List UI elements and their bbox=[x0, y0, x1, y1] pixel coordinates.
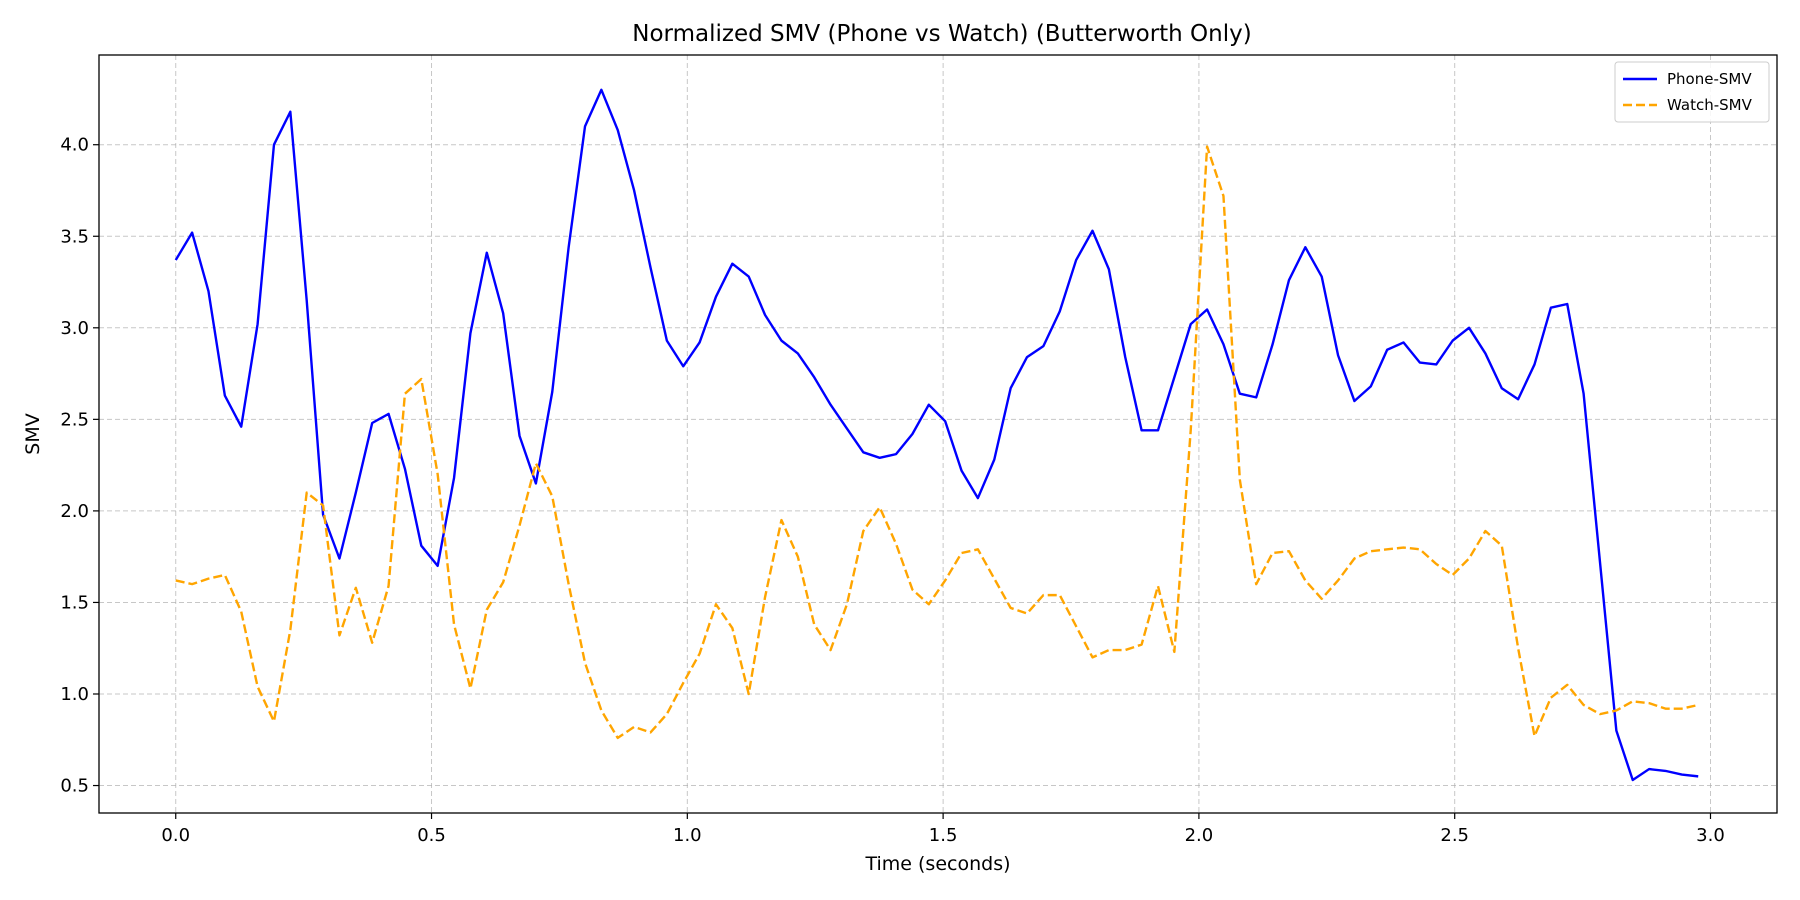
x-tick-label: 3.0 bbox=[1696, 825, 1725, 846]
chart-title: Normalized SMV (Phone vs Watch) (Butterw… bbox=[632, 21, 1251, 47]
x-tick-label: 1.5 bbox=[929, 825, 958, 846]
y-tick-label: 4.0 bbox=[60, 135, 89, 156]
y-tick-label: 2.0 bbox=[60, 501, 89, 522]
y-tick-label: 0.5 bbox=[60, 776, 89, 797]
grid-lines bbox=[99, 55, 1777, 813]
y-axis: 0.5 1.0 1.5 2.0 2.5 3.0 3.5 4.0 bbox=[60, 135, 99, 797]
x-tick-label: 2.5 bbox=[1440, 825, 1469, 846]
legend-label: Watch-SMV bbox=[1667, 96, 1753, 114]
y-tick-label: 3.0 bbox=[60, 318, 89, 339]
data-series bbox=[174, 88, 1699, 782]
legend-box bbox=[1614, 61, 1770, 123]
x-tick-label: 2.0 bbox=[1185, 825, 1214, 846]
series-line-watch-smv bbox=[175, 145, 1699, 740]
x-axis: 0.0 0.5 1.0 1.5 2.0 2.5 3.0 bbox=[161, 813, 1725, 846]
y-tick-label: 1.5 bbox=[60, 592, 89, 613]
y-axis-title: SMV bbox=[22, 413, 44, 454]
y-tick-label: 2.5 bbox=[60, 409, 89, 430]
x-tick-label: 1.0 bbox=[673, 825, 702, 846]
x-axis-title: Time (seconds) bbox=[864, 853, 1010, 875]
legend: Phone-SMV Watch-SMV bbox=[1614, 61, 1770, 123]
series-line-phone-smv bbox=[174, 88, 1699, 782]
x-tick-label: 0.0 bbox=[161, 825, 190, 846]
y-tick-label: 1.0 bbox=[60, 684, 89, 705]
y-tick-label: 3.5 bbox=[60, 226, 89, 247]
legend-label: Phone-SMV bbox=[1667, 70, 1752, 88]
plot-frame bbox=[98, 54, 1778, 814]
x-tick-label: 0.5 bbox=[417, 825, 446, 846]
